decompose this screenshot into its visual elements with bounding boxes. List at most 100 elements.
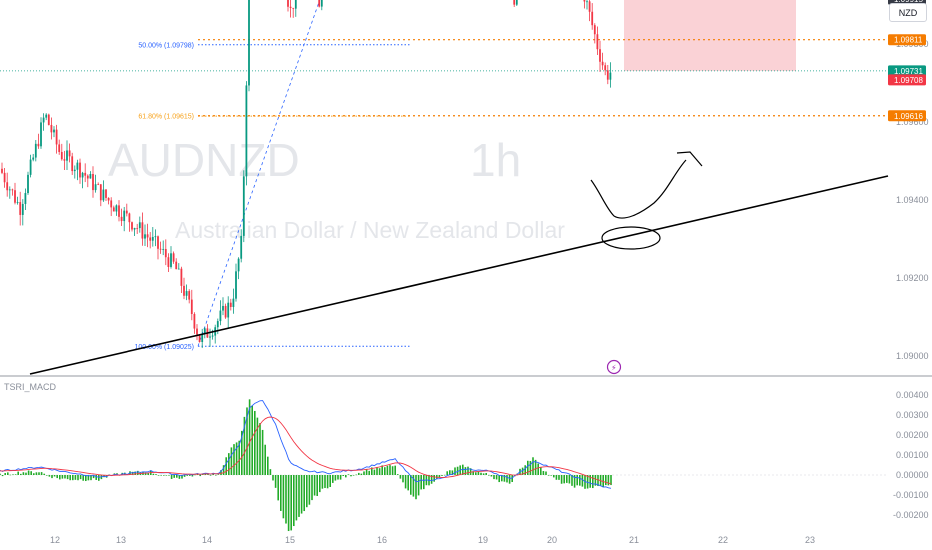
candle-body <box>235 271 237 299</box>
price-axis[interactable]: 1.106001.104001.102001.100001.098001.096… <box>896 0 929 361</box>
macd-histogram-bar <box>173 475 175 478</box>
macd-histogram-bar <box>360 473 363 475</box>
candle-body <box>73 169 76 172</box>
macd-histogram-bar <box>407 475 409 491</box>
macd-histogram-bar <box>534 459 537 475</box>
macd-histogram-bar <box>20 473 22 475</box>
macd-histogram-bar <box>462 464 464 475</box>
macd-histogram-bar <box>181 475 183 479</box>
indicator-axis[interactable]: 0.00400 0.00300 0.00200 0.00100 0.00000 -0.00… <box>893 390 929 520</box>
macd-histogram-bar <box>397 474 399 475</box>
macd-histogram-bar <box>563 475 565 484</box>
macd-histogram-bar <box>43 473 45 475</box>
candle-body <box>37 143 40 147</box>
trendline[interactable] <box>29 175 889 375</box>
macd-histogram-bar <box>532 457 534 475</box>
macd-histogram-bar <box>79 475 82 480</box>
candle-body <box>34 143 37 158</box>
macd-histogram-bar <box>298 475 300 517</box>
macd-histogram-bar <box>64 475 66 479</box>
candle-body <box>601 61 604 66</box>
macd-histogram-bar <box>321 475 324 489</box>
macd-histogram-bar <box>155 474 157 475</box>
macd-histogram-bar <box>342 475 344 476</box>
macd-histogram-bar <box>209 475 212 476</box>
candle-body <box>58 144 61 152</box>
fib-level-label: 100.00% (1.09025) <box>134 344 194 351</box>
macd-histogram-bar <box>22 472 25 475</box>
candle-body <box>583 0 586 2</box>
candle-body <box>219 310 222 322</box>
candle-body <box>170 253 172 267</box>
time-tick: 14 <box>202 535 212 545</box>
macd-histogram-bar <box>295 475 298 521</box>
candle-body <box>604 65 607 71</box>
macd-histogram-bar <box>308 475 311 505</box>
lightning-event-icon[interactable]: ⚡ <box>606 359 622 375</box>
candle-body <box>79 162 81 178</box>
macd-histogram-bar <box>137 470 139 475</box>
macd-histogram-bar <box>269 469 272 475</box>
macd-histogram-bar <box>311 475 313 501</box>
macd-histogram-bar <box>272 475 274 481</box>
macd-histogram-bar <box>319 475 321 493</box>
macd-histogram-bar <box>571 475 573 486</box>
macd-histogram-bar <box>220 470 222 475</box>
fib-level-label: 50.00% (1.09798) <box>138 42 194 49</box>
stop-loss-zone[interactable] <box>624 0 796 71</box>
macd-histogram-bar <box>85 475 87 482</box>
indicator-tick: 0.00000 <box>896 470 929 480</box>
candle-body <box>24 193 27 204</box>
macd-histogram-bar <box>274 475 277 488</box>
candle-body <box>32 157 35 160</box>
indicator-title[interactable]: TSRI_MACD <box>4 382 57 392</box>
macd-histogram-bar <box>30 471 32 475</box>
macd-histogram-bar <box>144 472 147 475</box>
macd-histogram-bar <box>477 471 480 475</box>
long-position-tool[interactable] <box>624 0 796 71</box>
macd-histogram-bar <box>443 474 446 476</box>
macd-histogram-bar <box>33 473 35 475</box>
candle-body <box>81 172 84 178</box>
macd-histogram-bar <box>503 475 506 482</box>
candle-body <box>154 236 157 238</box>
macd-histogram-bar <box>233 444 235 475</box>
fib-trend-line[interactable] <box>197 0 410 347</box>
candle-body <box>144 234 146 239</box>
indicator-tick: 0.00300 <box>896 410 929 420</box>
macd-histogram-bar <box>334 475 337 481</box>
candle-body <box>6 182 9 191</box>
macd-indicator <box>0 399 886 532</box>
macd-histogram-bar <box>324 475 326 488</box>
time-tick: 20 <box>547 535 557 545</box>
macd-histogram-bar <box>332 475 334 483</box>
macd-histogram-bar <box>95 475 97 480</box>
macd-histogram-bar <box>87 475 90 481</box>
macd-histogram-bar <box>238 440 240 475</box>
candle-body <box>216 321 219 328</box>
candle-body <box>211 335 214 337</box>
fib-retracement[interactable]: 0.00% (1.10571)50.00% (1.09798)61.80% (1… <box>134 0 886 351</box>
time-tick: 22 <box>718 535 728 545</box>
macd-histogram-bar <box>46 475 48 476</box>
macd-histogram-bar <box>555 475 558 480</box>
macd-histogram-bar <box>430 475 433 484</box>
time-axis[interactable]: 12 13 14 15 16 19 20 21 22 23 <box>50 535 815 545</box>
macd-histogram-bar <box>371 467 373 475</box>
candle-body <box>45 114 48 118</box>
time-tick: 23 <box>805 535 815 545</box>
candle-body <box>248 0 250 86</box>
macd-histogram-bar <box>38 472 40 475</box>
macd-histogram-bar <box>602 475 604 488</box>
macd-histogram-bar <box>1 475 4 477</box>
candle-body <box>177 268 180 270</box>
candle-body <box>1 168 3 173</box>
currency-button[interactable]: NZD <box>889 3 927 22</box>
macd-histogram-bar <box>14 474 17 475</box>
hand-drawn-annotations[interactable] <box>590 151 703 250</box>
candle-body <box>47 114 50 125</box>
macd-histogram-bar <box>243 416 246 475</box>
macd-histogram-bar <box>261 429 264 475</box>
